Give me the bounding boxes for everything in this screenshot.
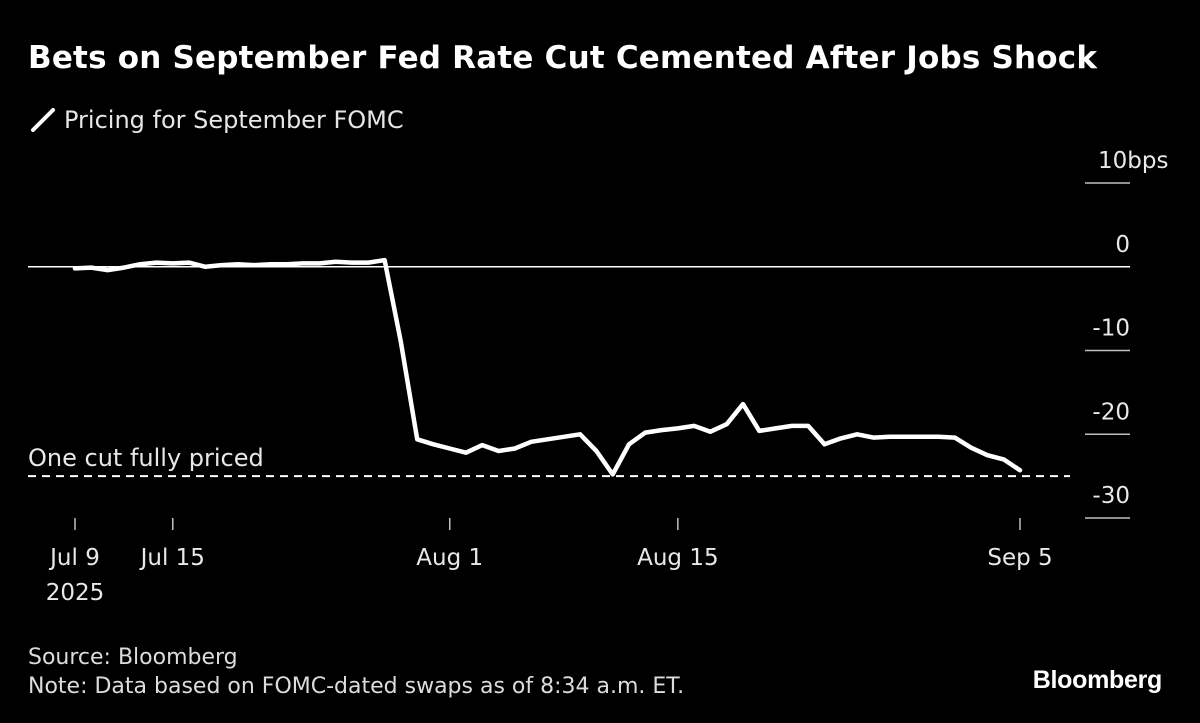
data-point — [905, 435, 907, 438]
y-tick-label: -20 — [1092, 399, 1130, 425]
data-note: Note: Data based on FOMC-dated swaps as … — [28, 674, 685, 699]
y-tick-label: 0 — [1115, 232, 1130, 258]
data-point — [1002, 458, 1005, 461]
data-point — [514, 447, 516, 450]
data-point — [530, 440, 533, 443]
data-point — [660, 429, 663, 431]
legend: Pricing for September FOMC — [30, 106, 404, 134]
x-tick-label: Jul 9 — [48, 545, 100, 571]
data-point — [1019, 469, 1021, 472]
data-point — [286, 263, 288, 266]
data-point — [448, 447, 451, 450]
data-point — [302, 262, 304, 265]
chart-title: Bets on September Fed Rate Cut Cemented … — [28, 40, 1098, 76]
data-point — [937, 435, 940, 438]
data-point — [383, 259, 386, 261]
data-point — [725, 423, 728, 426]
x-tick-label: Aug 1 — [416, 545, 483, 571]
data-point — [807, 425, 809, 427]
data-point — [986, 454, 989, 456]
data-point — [758, 430, 761, 432]
x-tick-label: Jul 15 — [139, 545, 205, 571]
data-point — [74, 267, 76, 270]
data-point — [90, 266, 93, 269]
data-point — [644, 431, 647, 434]
data-point — [237, 263, 239, 266]
data-point — [693, 425, 695, 427]
data-point — [367, 261, 370, 264]
data-point — [269, 263, 272, 266]
data-point — [546, 438, 549, 441]
data-point — [954, 436, 956, 439]
x-tick-label: Aug 15 — [637, 545, 719, 571]
data-point — [351, 261, 353, 264]
bloomberg-logo: Bloomberg — [1032, 666, 1163, 694]
data-point — [628, 443, 630, 446]
data-point — [139, 263, 141, 266]
data-point — [253, 264, 256, 266]
data-point — [416, 438, 418, 441]
source-note: Source: Bloomberg — [28, 645, 238, 670]
data-point — [823, 443, 826, 446]
data-point — [774, 427, 777, 430]
legend-label: Pricing for September FOMC — [64, 106, 404, 134]
series-line — [72, 257, 1023, 477]
x-axis: Jul 9 2025 Jul 15 Aug 1 Aug 15 Sep 5 — [46, 518, 1053, 606]
data-point — [970, 446, 972, 449]
data-point — [888, 435, 891, 438]
data-point — [742, 403, 744, 405]
data-point — [579, 433, 581, 436]
x-tick-sublabel: 2025 — [46, 580, 105, 606]
data-point — [611, 473, 614, 476]
legend-swatch-icon — [31, 108, 55, 132]
data-point — [400, 341, 402, 343]
data-point — [677, 427, 679, 430]
x-tick-label: Sep 5 — [987, 545, 1052, 571]
data-point — [921, 435, 924, 438]
data-point — [465, 451, 467, 454]
data-point — [595, 450, 598, 452]
data-point — [497, 450, 500, 452]
line-chart: 10bps 0 -10 -20 -30 One cut fully priced Jul… — [28, 148, 1168, 606]
data-point — [432, 443, 435, 446]
one-cut-label: One cut fully priced — [28, 444, 264, 472]
data-point — [318, 262, 321, 265]
data-point — [791, 425, 793, 427]
y-tick-label: 10bps — [1098, 148, 1168, 174]
data-point — [562, 435, 565, 438]
data-point — [188, 261, 190, 264]
data-point — [872, 436, 875, 439]
data-point — [839, 437, 842, 440]
data-point — [204, 265, 207, 268]
data-point — [334, 260, 337, 263]
data-point — [106, 269, 109, 271]
data-point — [171, 262, 174, 265]
y-tick-label: -30 — [1092, 483, 1130, 509]
data-point — [123, 266, 125, 269]
data-point — [155, 261, 158, 264]
series-group — [72, 257, 1023, 477]
y-axis: 10bps 0 -10 -20 -30 — [1085, 148, 1168, 519]
data-point — [709, 430, 712, 433]
data-point — [481, 444, 484, 446]
data-point — [220, 264, 223, 266]
data-point — [856, 433, 858, 436]
y-tick-label: -10 — [1092, 316, 1130, 342]
